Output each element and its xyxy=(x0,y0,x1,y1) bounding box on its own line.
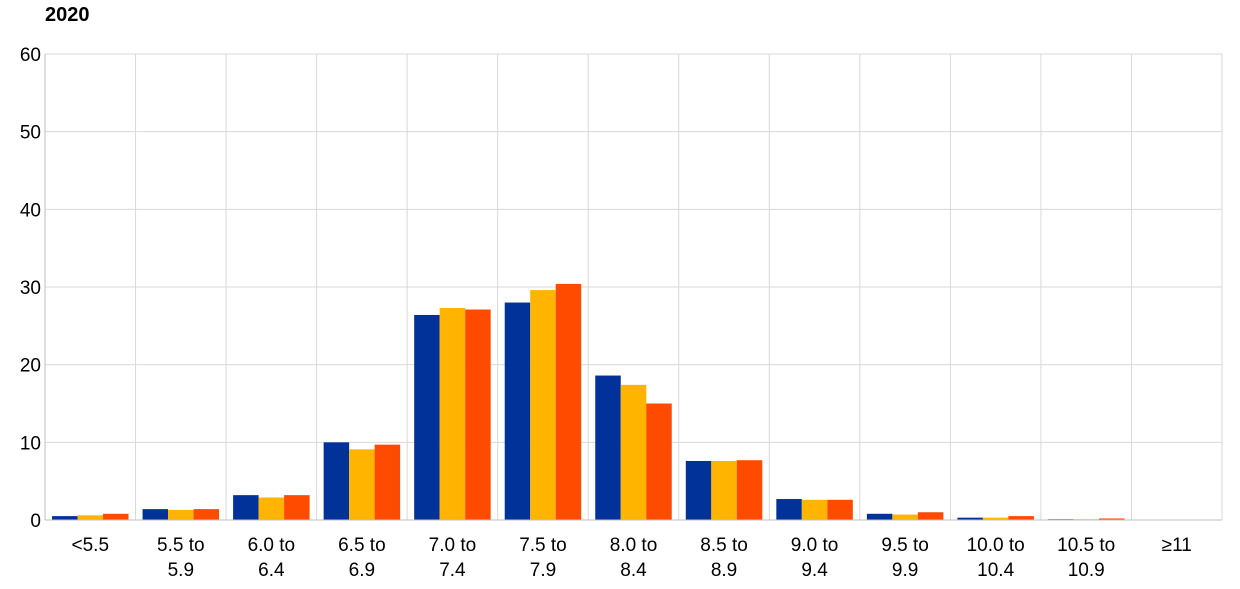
x-tick-label: 9.4 xyxy=(801,560,828,581)
x-tick-label: 6.5 to xyxy=(338,535,386,556)
grid-lines xyxy=(45,53,1223,520)
x-tick-labels: <5.5 5.5 to 5.9 6.0 to 6.4 6.5 to 6.9 7.0 to 7.4… xyxy=(72,535,1192,581)
bar xyxy=(620,384,647,520)
y-tick-label: 0 xyxy=(30,511,41,532)
x-tick-label: 8.0 to xyxy=(610,535,658,556)
y-tick-labels: 0 10 20 30 40 50 60 xyxy=(20,45,41,532)
x-tick-label: 10.5 to xyxy=(1057,535,1115,556)
y-tick-label: 40 xyxy=(20,200,41,221)
bar xyxy=(595,375,621,520)
x-tick-label: 8.9 xyxy=(711,560,737,581)
bar xyxy=(827,499,853,520)
y-tick-label: 10 xyxy=(20,433,41,454)
x-tick-label: <5.5 xyxy=(72,535,110,556)
x-tick-label: 6.9 xyxy=(349,560,375,581)
x-tick-label: 9.9 xyxy=(892,560,918,581)
bar xyxy=(685,460,712,520)
bar xyxy=(555,283,582,520)
bar xyxy=(77,515,104,520)
bar xyxy=(801,499,828,520)
bar xyxy=(142,509,169,520)
bar xyxy=(982,517,1009,520)
x-tick-label: 9.0 to xyxy=(791,535,839,556)
chart-title: 2020 xyxy=(45,4,90,26)
bar xyxy=(349,449,375,520)
axes xyxy=(44,54,1222,521)
x-tick-label: ≥11 xyxy=(1162,535,1192,556)
x-tick-label: 6.0 to xyxy=(248,535,296,556)
x-tick-label: 7.4 xyxy=(439,560,466,581)
bar xyxy=(233,495,259,520)
x-tick-label: 6.4 xyxy=(258,560,285,581)
y-tick-label: 50 xyxy=(20,123,41,144)
bar xyxy=(866,513,893,520)
bar xyxy=(1008,516,1034,520)
x-tick-label: 9.5 to xyxy=(881,535,929,556)
x-tick-label: 7.0 to xyxy=(429,535,477,556)
x-tick-label: 5.5 to xyxy=(157,535,205,556)
bar xyxy=(168,509,194,520)
bar xyxy=(957,517,983,520)
x-tick-label: 7.5 to xyxy=(519,535,567,556)
bar xyxy=(736,460,763,520)
bar xyxy=(530,290,556,520)
bar xyxy=(284,495,310,520)
bar xyxy=(103,513,129,520)
y-tick-label: 30 xyxy=(20,278,41,299)
y-tick-label: 20 xyxy=(20,356,41,377)
bar xyxy=(414,314,440,520)
bar xyxy=(258,497,285,520)
x-tick-label: 7.9 xyxy=(530,560,556,581)
x-tick-label: 10.0 to xyxy=(967,535,1025,556)
bar xyxy=(52,516,78,520)
bar xyxy=(1098,518,1125,520)
bar xyxy=(711,460,737,520)
bar xyxy=(465,309,491,520)
bar xyxy=(892,514,918,520)
x-tick-label: 10.9 xyxy=(1068,560,1105,581)
bar xyxy=(917,512,944,520)
bar xyxy=(323,442,350,520)
bar xyxy=(193,509,220,520)
bar xyxy=(504,302,531,520)
x-tick-label: 10.4 xyxy=(977,560,1014,581)
x-tick-label: 8.5 to xyxy=(700,535,748,556)
x-tick-label: 5.9 xyxy=(168,560,194,581)
bars xyxy=(52,283,1125,520)
x-tick-label: 8.4 xyxy=(620,560,647,581)
y-tick-label: 60 xyxy=(20,45,41,66)
bar xyxy=(374,444,401,520)
bar xyxy=(439,307,466,520)
bar xyxy=(776,499,802,520)
bar xyxy=(646,403,672,520)
